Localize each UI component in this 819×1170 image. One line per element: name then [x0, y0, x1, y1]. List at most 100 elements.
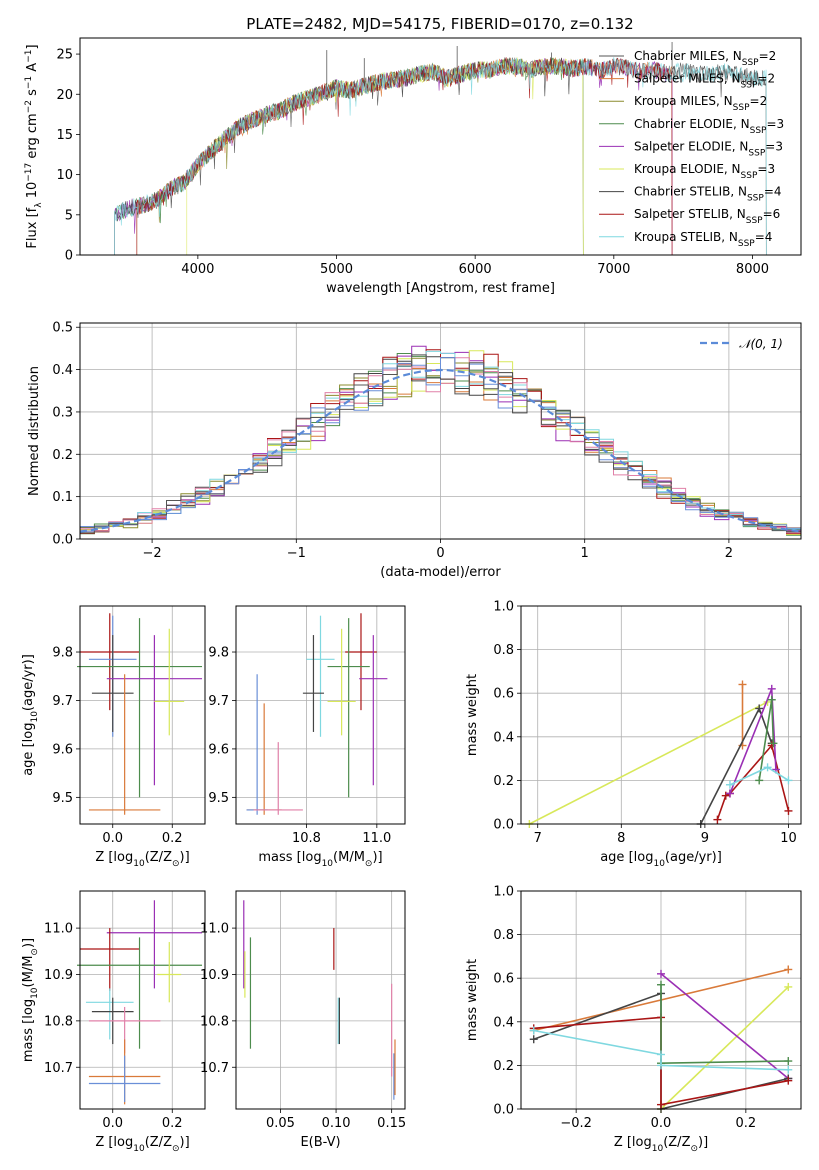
x-tick-label: 0.10	[322, 1116, 351, 1131]
y-tick-label: 9.6	[52, 742, 73, 757]
x-tick-label: −1	[287, 546, 306, 561]
axes-frame	[79, 37, 802, 256]
legend-entry: Salpeter STELIB, NSSP=6	[634, 207, 780, 226]
y-tick-label: 0.2	[493, 1059, 514, 1074]
y-axis-label: mass [log10(M/M⊙)]	[21, 938, 40, 1062]
panel-mass-vs-extinction: 0.05 0.10 0.15 10.7 10.8 10.9 11.0 E(B-V)	[200, 890, 406, 1150]
y-tick-label: 10.9	[44, 968, 73, 983]
y-tick-label: 0.2	[493, 774, 514, 789]
y-tick-label: 0.6	[493, 972, 514, 987]
legend-entry: 𝒩(0, 1)	[739, 337, 783, 351]
y-tick-label: 0.8	[493, 928, 514, 943]
legend-entry: Kroupa MILES, NSSP=2	[634, 94, 767, 113]
legend-entry: Salpeter ELODIE, NSSP=3	[634, 139, 783, 158]
y-tick-label: 9.8	[52, 646, 73, 661]
normal-reference-curve	[79, 368, 802, 533]
y-tick-label: 9.5	[52, 791, 73, 806]
x-tick-label: 6000	[459, 262, 492, 277]
y-axis-label: Flux [fλ 10−17 erg cm−2 s−1 A−1]	[24, 44, 44, 248]
x-tick-label: 0.0	[102, 831, 123, 846]
x-axis-label: Z [log10(Z/Z⊙)]	[95, 1135, 189, 1154]
panel-mass-weight-vs-metallicity: −0.2 0.0 0.2 0.0 0.2 0.4 0.6 0.8 1.0 Z [log10(Z/Z…	[465, 885, 802, 1154]
axes-frame	[79, 605, 206, 825]
x-tick-label: 0.0	[651, 1116, 672, 1131]
x-tick-label: 11.0	[362, 831, 391, 846]
x-tick-label: 1	[581, 546, 589, 561]
y-tick-label: 9.6	[208, 742, 229, 757]
y-tick-label: 10.8	[200, 1014, 229, 1029]
x-tick-label: 8	[617, 831, 625, 846]
y-axis-label: age [log10(age/yr)]	[21, 654, 40, 776]
axes-frame	[79, 890, 206, 1110]
mass-weight-series-line	[660, 986, 789, 1110]
histogram-series	[80, 354, 801, 534]
y-tick-label: 9.7	[208, 694, 229, 709]
y-axis-label: mass weight	[465, 674, 480, 756]
y-tick-label: 20	[56, 88, 73, 103]
y-tick-label: 1.0	[493, 885, 514, 900]
y-tick-label: 0.6	[493, 687, 514, 702]
y-tick-label: 5	[65, 208, 73, 223]
mass-weight-series-line	[533, 1029, 789, 1071]
y-tick-label: 0.4	[52, 363, 73, 378]
y-tick-label: 9.5	[208, 791, 229, 806]
panel-residual-histogram: −2 −1 0 1 2 0.0 0.1 0.2 0.3 0.4 0.5 (data-model)/er…	[27, 321, 802, 580]
panel-spectrum: 4000 5000 6000 7000 8000 0 5 10 15 20 25 wavelength…	[24, 37, 802, 296]
y-tick-label: 0.3	[52, 405, 73, 420]
panel-mass-weight-vs-age: 7 8 9 10 0.0 0.2 0.4 0.6 0.8 1.0 age [log10(age/yr…	[465, 600, 802, 869]
x-tick-label: 0.2	[162, 1116, 183, 1131]
x-axis-label: wavelength [Angstrom, rest frame]	[326, 281, 555, 296]
y-tick-label: 10	[56, 168, 73, 183]
spectrum-lines	[114, 42, 767, 256]
y-tick-label: 11.0	[44, 922, 73, 937]
legend-entry: Kroupa ELODIE, NSSP=3	[634, 162, 775, 181]
x-tick-label: 0	[436, 546, 444, 561]
x-tick-label: 0.15	[377, 1116, 406, 1131]
x-tick-label: 4000	[181, 262, 214, 277]
x-tick-label: 5000	[320, 262, 353, 277]
x-axis-label: (data-model)/error	[380, 565, 501, 580]
x-tick-label: 0.0	[102, 1116, 123, 1131]
y-tick-label: 0.0	[52, 533, 73, 548]
y-axis-label: mass weight	[465, 959, 480, 1041]
x-tick-label: 7000	[597, 262, 630, 277]
y-tick-label: 0.0	[493, 818, 514, 833]
legend-entry: Kroupa STELIB, NSSP=4	[634, 230, 772, 249]
x-axis-label: mass [log10(M/M⊙)]	[258, 850, 382, 869]
y-tick-label: 0	[65, 249, 73, 264]
axes-frame	[235, 890, 406, 1110]
legend-entry: Salpeter MILES, NSSP=2	[634, 72, 775, 91]
y-tick-label: 9.8	[208, 646, 229, 661]
figure-title: PLATE=2482, MJD=54175, FIBERID=0170, z=0…	[246, 15, 633, 33]
legend-entry: Chabrier ELODIE, NSSP=3	[634, 117, 784, 136]
x-axis-label: Z [log10(Z/Z⊙)]	[95, 850, 189, 869]
y-tick-label: 10.7	[44, 1061, 73, 1076]
x-tick-label: 0.2	[736, 1116, 757, 1131]
y-tick-label: 9.7	[52, 694, 73, 709]
y-tick-label: 15	[56, 128, 73, 143]
x-tick-label: −2	[143, 546, 162, 561]
x-tick-label: 0.05	[266, 1116, 295, 1131]
x-tick-label: 8000	[736, 262, 769, 277]
mass-weight-series-line	[529, 701, 768, 825]
y-tick-label: 10.9	[200, 968, 229, 983]
y-tick-label: 0.2	[52, 448, 73, 463]
y-tick-label: 0.0	[493, 1103, 514, 1118]
axes-frame	[520, 890, 802, 1110]
x-tick-label: 0.2	[162, 831, 183, 846]
panel-mass-vs-metallicity: 0.0 0.2 10.7 10.8 10.9 11.0 Z [log10(Z/Z⊙)] mas…	[21, 890, 206, 1154]
x-axis-label: E(B-V)	[300, 1135, 340, 1150]
plot-area: 4000 5000 6000 7000 80000510152025wavelength…	[21, 37, 802, 1154]
y-tick-label: 10.7	[200, 1061, 229, 1076]
x-tick-label: 2	[725, 546, 733, 561]
x-tick-label: −0.2	[560, 1116, 592, 1131]
x-tick-label: 9	[701, 831, 709, 846]
y-tick-label: 0.5	[52, 321, 73, 336]
histogram-series	[80, 357, 801, 529]
legend-entry: Chabrier MILES, NSSP=2	[634, 49, 776, 68]
x-tick-label: 7	[534, 831, 542, 846]
y-tick-label: 0.8	[493, 643, 514, 658]
y-tick-label: 11.0	[200, 922, 229, 937]
x-tick-label: 10	[780, 831, 797, 846]
